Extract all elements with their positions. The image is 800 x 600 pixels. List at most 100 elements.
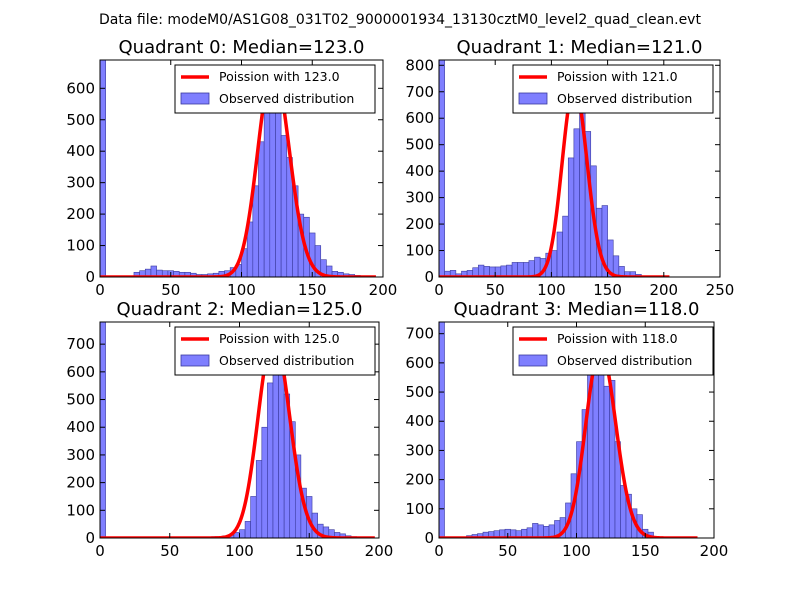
quadrant-3-xtick-label-0: 0 <box>434 542 444 560</box>
quadrant-2-ytick-label-3: 300 <box>66 446 95 464</box>
quadrant-0-title: Quadrant 0: Median=123.0 <box>119 37 365 58</box>
quadrant-1-panel: 0 50 100 150 200 250 0 100 200 300 400 500 600 700 800… <box>405 37 734 299</box>
quadrant-1-ytick-label-5: 500 <box>405 136 434 154</box>
quadrant-2-legend-frame <box>174 326 376 376</box>
quadrant-1-xtick-label-3: 150 <box>593 281 622 299</box>
quadrant-2-hist-bar-10 <box>261 426 268 538</box>
quadrant-2-ytick-label-7: 700 <box>66 335 95 353</box>
quadrant-0-legend-bar-label: Observed distribution <box>219 91 354 106</box>
quadrant-1-xtick-label-0: 0 <box>434 281 444 299</box>
quadrant-2-poisson-line <box>100 333 376 538</box>
quadrant-2-xtick-label-3: 150 <box>295 542 324 560</box>
quadrant-3-ytick-label-0: 0 <box>424 529 434 547</box>
quadrant-0-hist-bar-0 <box>100 60 106 277</box>
quadrant-0-hist-bar-23 <box>258 141 265 277</box>
quadrant-3-legend-frame <box>512 326 714 376</box>
quadrant-3-ytick-label-2: 200 <box>405 471 434 489</box>
quadrant-0-poisson-line <box>100 65 377 277</box>
quadrant-2-hist-bar-9 <box>255 460 263 538</box>
quadrant-2-legend: Poission with 125.0 Observed distribution <box>174 326 376 376</box>
quadrant-3-title: Quadrant 3: Median=118.0 <box>454 299 700 320</box>
quadrant-3-legend-line-label: Poission with 118.0 <box>557 331 678 346</box>
quadrant-1-ytick-label-3: 300 <box>405 189 434 207</box>
quadrant-2-hist-bar-7 <box>244 521 251 538</box>
quadrant-1-ytick-label-6: 600 <box>405 109 434 127</box>
quadrant-2-ytick-label-0: 0 <box>85 529 95 547</box>
quadrant-1-poisson-line <box>439 84 671 277</box>
quadrant-0-hist-bar-22 <box>252 185 259 277</box>
quadrant-2-plot-area <box>100 322 376 538</box>
quadrant-2-ytick-label-5: 500 <box>66 391 95 409</box>
quadrant-3-xtick-label-1: 50 <box>498 542 517 560</box>
quadrant-1-xtick-label-2: 100 <box>537 281 566 299</box>
quadrant-3-ytick-label-1: 100 <box>405 500 434 518</box>
quadrant-3-xtick-label-2: 100 <box>562 542 591 560</box>
quadrant-2-xtick-label-4: 200 <box>365 542 394 560</box>
quadrant-1-xtick-label-1: 50 <box>486 281 505 299</box>
quadrant-1-ytick-label-0: 0 <box>424 268 434 286</box>
quadrant-1-plot-area <box>439 60 671 277</box>
quadrant-1-hist-bar-13 <box>511 262 518 277</box>
quadrant-0-xtick-label-1: 50 <box>161 281 180 299</box>
quadrant-0-hist-bar-25 <box>269 84 276 277</box>
quadrant-0-ytick-label-5: 500 <box>66 111 95 129</box>
quadrant-1-legend-line-label: Poission with 121.0 <box>557 69 678 84</box>
quadrant-3-hist-bar-26 <box>603 385 610 538</box>
quadrant-2-ytick-label-6: 600 <box>66 363 95 381</box>
quadrant-0-ytick-label-1: 100 <box>66 237 95 255</box>
quadrant-3-poisson-line <box>439 347 699 538</box>
quadrant-2-hist-bar-12 <box>272 346 279 538</box>
quadrant-0-legend-frame <box>174 64 376 114</box>
figure-suptitle: Data file: modeM0/AS1G08_031T02_90000019… <box>99 12 701 28</box>
quadrant-2-legend-line-label: Poission with 125.0 <box>219 331 340 346</box>
quadrant-3-ytick-label-3: 300 <box>405 441 434 459</box>
quadrant-0-xtick-label-0: 0 <box>95 281 105 299</box>
quadrant-0-xtick-label-2: 100 <box>227 281 256 299</box>
quadrant-1-legend-bar-label: Observed distribution <box>557 91 692 106</box>
quadrant-2-panel: 0 50 100 150 200 0 100 200 300 400 500 600 700 Quadra… <box>66 299 393 560</box>
quadrant-0-ytick-label-2: 200 <box>66 205 95 223</box>
quadrant-0-legend-bar-swatch <box>180 92 210 105</box>
quadrant-3-legend: Poission with 118.0 Observed distribution <box>512 326 714 376</box>
quadrant-0-ytick-label-4: 400 <box>66 142 95 160</box>
quadrant-3-legend-bar-label: Observed distribution <box>557 353 692 368</box>
quadrant-3-panel: 0 50 100 150 200 0 100 200 300 400 500 600 700 Quadra… <box>405 299 728 560</box>
quadrant-3-hist-bar-14 <box>537 524 544 538</box>
quadrant-3-ytick-label-7: 700 <box>405 325 434 343</box>
quadrant-2-hist-bar-8 <box>250 496 257 538</box>
quadrant-1-legend-bar-swatch <box>518 92 548 105</box>
quadrant-2-ytick-label-1: 100 <box>66 501 95 519</box>
quadrant-2-hist-bar-0 <box>100 322 106 538</box>
quadrant-2-title: Quadrant 2: Median=125.0 <box>117 299 363 320</box>
quadrant-1-hist-bar-15 <box>522 262 530 277</box>
quadrant-3-ytick-label-5: 500 <box>405 383 434 401</box>
quadrant-0-hist-bar-27 <box>280 135 288 277</box>
quadrant-1-hist-bar-22 <box>562 215 569 277</box>
quadrant-1-hist-bar-21 <box>556 231 563 277</box>
quadrant-1-axes-frame <box>438 59 721 278</box>
quadrant-1-ytick-label-2: 200 <box>405 215 434 233</box>
quadrant-3-hist-bar-0 <box>439 322 445 538</box>
quadrant-1-legend-frame <box>512 64 714 114</box>
quadrant-2-ytick-label-4: 400 <box>66 418 95 436</box>
quadrant-1-hist-bar-24 <box>573 128 580 277</box>
quadrant-0-ytick-label-0: 0 <box>85 268 95 286</box>
quadrant-0-xtick-label-3: 150 <box>298 281 327 299</box>
quadrant-1-title: Quadrant 1: Median=121.0 <box>457 37 703 58</box>
quadrant-1-ytick-label-8: 800 <box>405 56 434 74</box>
quadrant-3-xtick-label-4: 200 <box>700 542 729 560</box>
quadrant-2-xtick-label-2: 100 <box>225 542 254 560</box>
quadrant-1-hist-bar-0 <box>439 60 445 277</box>
quadrant-1-xtick-label-5: 250 <box>706 281 735 299</box>
quadrant-0-legend-line-label: Poission with 123.0 <box>219 69 340 84</box>
quadrant-3-xtick-label-3: 150 <box>631 542 660 560</box>
quadrant-2-hist-bar-11 <box>267 382 274 538</box>
quadrant-1-ytick-label-4: 400 <box>405 162 434 180</box>
quadrant-0-ytick-label-6: 600 <box>66 79 95 97</box>
quadrant-1-legend: Poission with 121.0 Observed distribution <box>512 64 714 114</box>
quadrant-3-hist-bar-25 <box>598 365 605 538</box>
quadrant-2-xtick-label-0: 0 <box>95 542 105 560</box>
quadrant-2-hist-bar-6 <box>239 529 246 538</box>
quadrant-1-hist-bar-16 <box>528 260 535 277</box>
